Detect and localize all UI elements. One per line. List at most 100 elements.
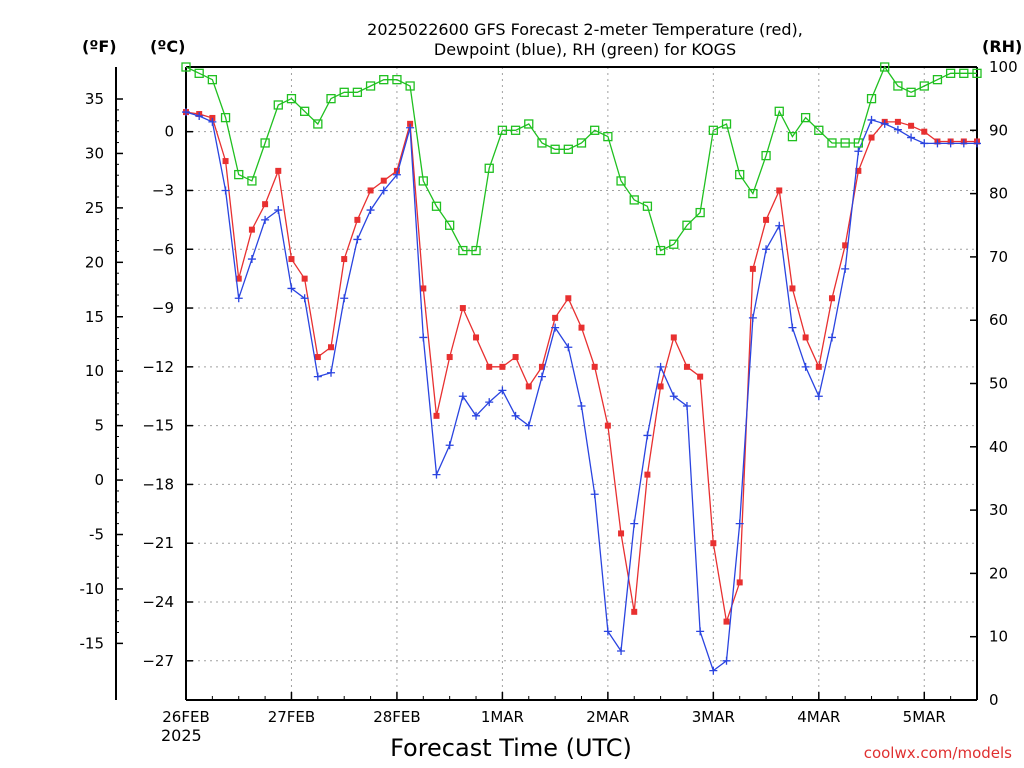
temperature-point: [736, 579, 743, 586]
rh-point: [313, 119, 323, 129]
temperature-point: [328, 344, 335, 351]
dewpoint-point: [762, 245, 771, 254]
temperature-point: [815, 363, 822, 370]
rh-point: [537, 138, 547, 148]
temperature-point: [288, 256, 295, 263]
dewpoint-point: [590, 490, 599, 499]
rh-point: [286, 94, 297, 104]
dewpoint-point: [775, 221, 784, 230]
chart-title-line1: 2025022600 GFS Forecast 2-meter Temperat…: [367, 20, 803, 39]
rh-point: [866, 94, 877, 104]
rh-point: [431, 201, 442, 211]
fahrenheit-tick-label: 10: [85, 362, 104, 380]
rh-point: [906, 87, 916, 97]
fahrenheit-tick-label: 5: [94, 417, 104, 435]
dewpoint-point: [537, 372, 546, 381]
celsius-tick-label: 0: [164, 123, 174, 141]
dewpoint-point: [392, 170, 401, 179]
fahrenheit-unit-label: (ºF): [82, 37, 117, 56]
rh-tick-label: 50: [989, 375, 1008, 393]
dewpoint-point: [327, 368, 336, 377]
temperature-point: [776, 187, 783, 194]
rh-point: [735, 169, 745, 180]
celsius-unit-label: (ºC): [150, 37, 186, 56]
dewpoint-point: [472, 411, 481, 420]
temperature-point: [525, 383, 532, 390]
dewpoint-point: [946, 139, 955, 148]
temperature-point: [459, 305, 466, 312]
dewpoint-point: [379, 186, 388, 195]
temperature-point: [512, 354, 519, 361]
x-tick-label: 27FEB: [268, 708, 315, 726]
rh-point: [194, 68, 204, 78]
rh-point: [880, 62, 890, 72]
dewpoint-point: [841, 264, 850, 273]
fahrenheit-tick-label: 30: [85, 144, 104, 162]
dewpoint-point: [485, 398, 494, 407]
chart-title-line2: Dewpoint (blue), RH (green) for KOGS: [433, 40, 737, 59]
dewpoint-point: [696, 627, 705, 636]
dewpoint-point: [511, 411, 520, 420]
rh-point: [379, 75, 389, 85]
temperature-point: [657, 383, 664, 390]
x-axis-title: Forecast Time (UTC): [390, 734, 632, 762]
temperature-point: [842, 242, 849, 249]
rh-unit-label: (RH): [982, 37, 1023, 56]
dewpoint-point: [973, 139, 981, 148]
fahrenheit-tick-label: 25: [85, 199, 104, 217]
rh-tick-label: 40: [989, 438, 1008, 456]
rh-point: [774, 106, 784, 116]
dewpoint-point: [195, 111, 204, 120]
dewpoint-point: [432, 470, 441, 479]
x-tick-label: 1MAR: [481, 708, 524, 726]
temperature-point: [367, 187, 374, 194]
rh-tick-label: 60: [989, 311, 1008, 329]
dewpoint-point: [880, 119, 889, 128]
dewpoint-point: [524, 421, 533, 430]
dewpoint-point: [709, 666, 718, 675]
dewpoint-point: [814, 392, 823, 401]
celsius-tick-label: −21: [142, 534, 174, 552]
temperature-point: [723, 618, 730, 625]
x-tick-label: 5MAR: [903, 708, 946, 726]
rh-point: [590, 125, 600, 135]
celsius-tick-label: −9: [152, 299, 174, 317]
temperature-point: [552, 314, 559, 321]
temperature-point: [828, 295, 835, 302]
rh-tick-label: 30: [989, 501, 1008, 519]
dewpoint-point: [603, 627, 612, 636]
credit-label: coolwx.com/models: [863, 744, 1012, 762]
temperature-point: [538, 363, 545, 370]
rh-point: [563, 144, 573, 154]
dewpoint-point: [788, 323, 797, 332]
dewpoint-point: [287, 284, 296, 293]
x-tick-label: 3MAR: [692, 708, 735, 726]
dewpoint-point: [353, 235, 362, 244]
temperature-point: [354, 216, 361, 223]
rh-point: [418, 176, 428, 186]
x-tick-label: 2MAR: [586, 708, 629, 726]
rh-point: [510, 125, 521, 135]
rh-point: [814, 125, 824, 135]
rh-point: [616, 176, 626, 186]
temperature-point: [802, 334, 809, 341]
dewpoint-point: [366, 206, 375, 215]
dewpoint-point: [920, 139, 929, 148]
rh-point: [682, 220, 692, 230]
dewpoint-point: [406, 123, 415, 132]
temperature-point: [262, 201, 269, 208]
rh-point: [800, 112, 811, 123]
rh-point: [748, 188, 758, 199]
fahrenheit-tick-label: 0: [94, 471, 104, 489]
rh-point: [365, 81, 376, 91]
rh-point: [273, 100, 283, 110]
dewpoint-point: [221, 186, 230, 195]
rh-point: [247, 176, 257, 186]
celsius-tick-label: −24: [142, 593, 174, 611]
fahrenheit-tick-label: -15: [80, 634, 105, 652]
temperature-point: [301, 275, 308, 282]
dewpoint-point: [498, 386, 507, 395]
dewpoint-point: [669, 392, 678, 401]
temperature-point: [697, 373, 704, 380]
